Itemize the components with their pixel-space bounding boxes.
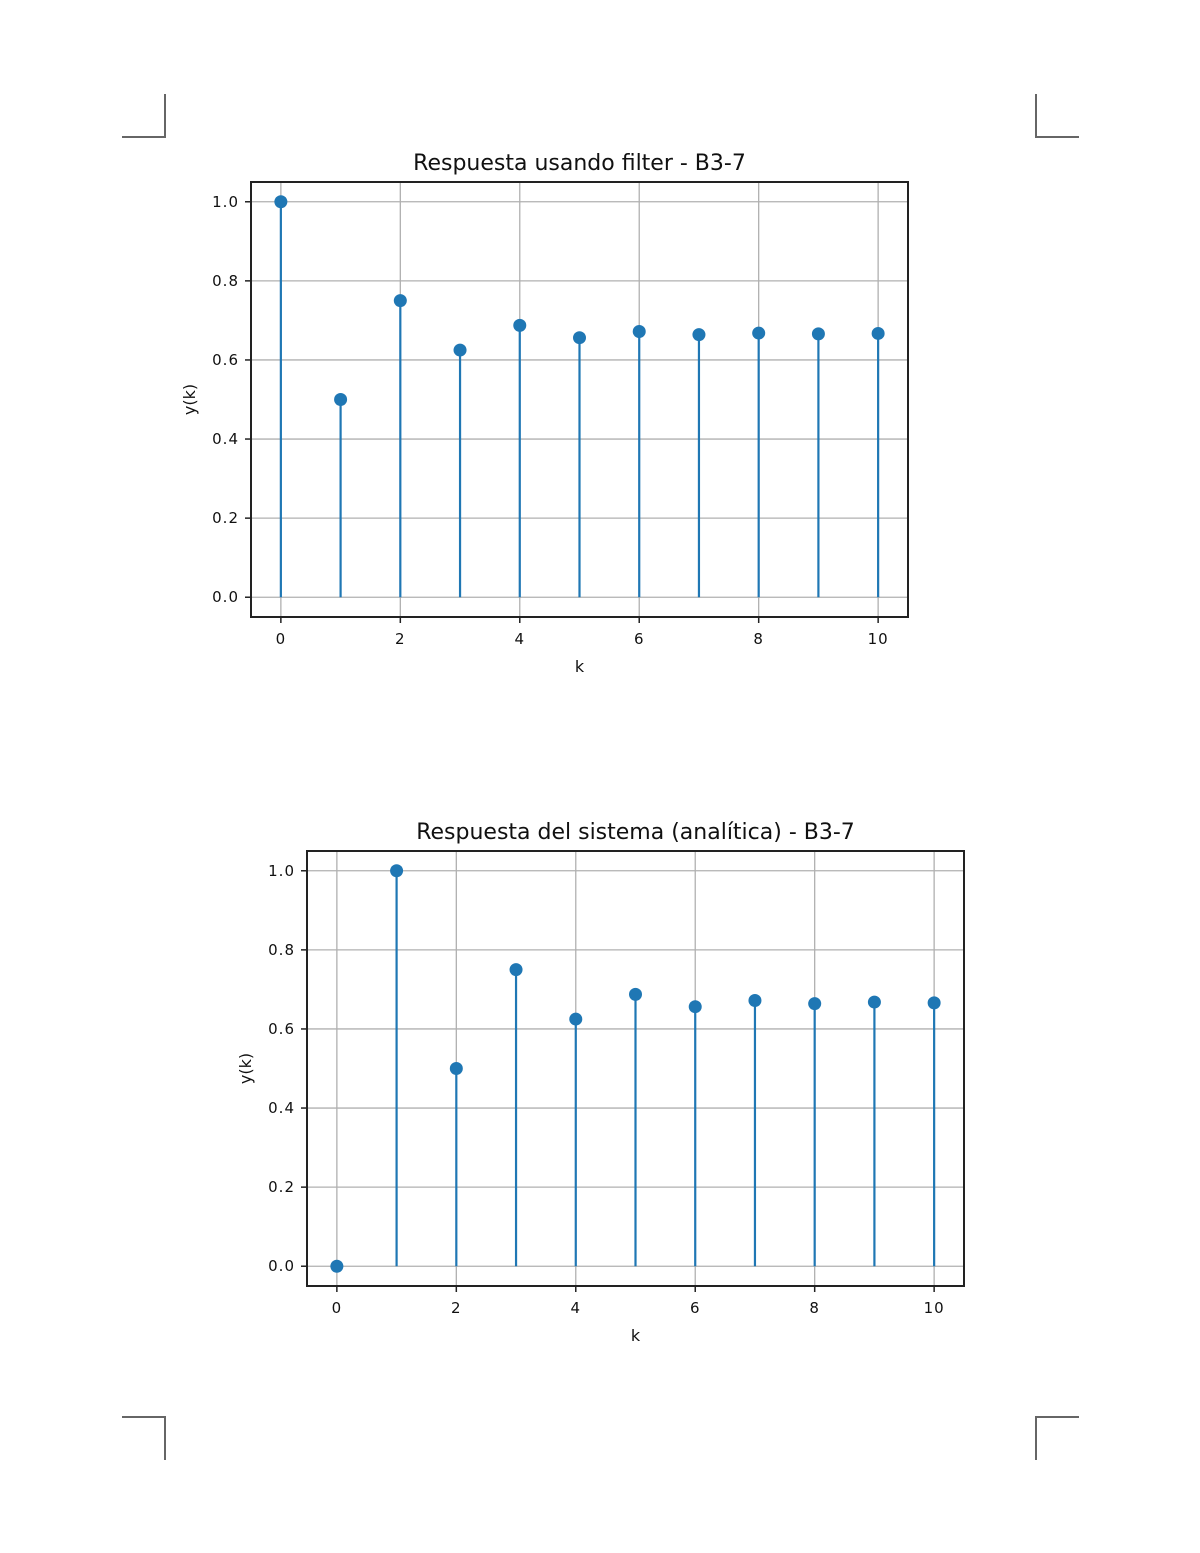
stem-marker bbox=[632, 325, 646, 339]
stem-marker bbox=[752, 326, 766, 340]
y-tick-label: 0.2 bbox=[212, 509, 239, 527]
stem-marker bbox=[688, 1000, 702, 1014]
stem-marker bbox=[692, 328, 706, 342]
stem-marker bbox=[808, 997, 822, 1011]
stem-marker bbox=[513, 318, 527, 332]
stem-marker bbox=[509, 963, 523, 977]
x-tick-label: 8 bbox=[809, 1299, 820, 1317]
y-tick-label: 0.0 bbox=[212, 588, 239, 606]
stem-marker bbox=[748, 994, 762, 1008]
x-tick-label: 8 bbox=[753, 630, 764, 648]
y-tick-label: 0.6 bbox=[212, 351, 239, 369]
x-tick-label: 4 bbox=[514, 630, 525, 648]
x-axis-label: k bbox=[575, 657, 585, 676]
x-tick-label: 4 bbox=[570, 1299, 581, 1317]
x-tick-label: 6 bbox=[690, 1299, 701, 1317]
stem-marker bbox=[330, 1259, 344, 1273]
stem-marker bbox=[274, 195, 288, 209]
stem-marker bbox=[569, 1012, 583, 1026]
y-tick-label: 1.0 bbox=[268, 862, 295, 880]
chart-1: 0 2 4 6 8 10 0.0 0.2 0.4 0.6 0.8 1.0 Respuesta usand… bbox=[180, 151, 909, 676]
y-tick-label: 0.8 bbox=[212, 272, 239, 290]
y-axis-label: y(k) bbox=[180, 384, 199, 415]
crop-mark-bottom-left bbox=[122, 1416, 166, 1460]
stem-marker bbox=[629, 987, 642, 1001]
x-tick-label: 10 bbox=[868, 630, 889, 648]
x-tick-label: 2 bbox=[395, 630, 406, 648]
chart-title: Respuesta del sistema (analítica) - B3-7 bbox=[416, 820, 855, 845]
y-tick-label: 0.2 bbox=[268, 1178, 295, 1196]
y-tick-label: 0.0 bbox=[268, 1257, 295, 1275]
chart-2: 0 2 4 6 8 10 0.0 0.2 0.4 0.6 0.8 1.0 Respuesta del s… bbox=[236, 820, 965, 1345]
crop-mark-top-right bbox=[1035, 94, 1079, 138]
stem-marker bbox=[453, 343, 467, 357]
crop-mark-top-left bbox=[122, 94, 166, 138]
stem-marker bbox=[334, 393, 348, 406]
stem-marker bbox=[573, 331, 586, 345]
x-axis-label: k bbox=[631, 1326, 641, 1345]
x-tick-label: 6 bbox=[634, 630, 645, 648]
stem-marker bbox=[811, 327, 825, 341]
x-tick-label: 2 bbox=[451, 1299, 462, 1317]
plot-frame bbox=[250, 181, 909, 618]
chart-title: Respuesta usando filter - B3-7 bbox=[413, 151, 746, 176]
x-tick-label: 10 bbox=[924, 1299, 945, 1317]
stem-marker bbox=[867, 995, 881, 1009]
stem-marker bbox=[390, 864, 404, 878]
x-tick-label: 0 bbox=[332, 1299, 343, 1317]
y-tick-label: 0.6 bbox=[268, 1020, 295, 1038]
stem-marker bbox=[927, 996, 941, 1010]
x-tick-label: 0 bbox=[276, 630, 287, 648]
stem-marker bbox=[393, 294, 407, 308]
y-tick-label: 1.0 bbox=[212, 193, 239, 211]
stem-marker bbox=[871, 326, 885, 340]
y-tick-label: 0.4 bbox=[268, 1099, 295, 1117]
y-axis-label: y(k) bbox=[236, 1053, 255, 1084]
stem-marker bbox=[449, 1062, 463, 1075]
y-tick-label: 0.8 bbox=[268, 941, 295, 959]
crop-mark-bottom-right bbox=[1035, 1416, 1079, 1460]
y-tick-label: 0.4 bbox=[212, 430, 239, 448]
plot-frame bbox=[306, 850, 965, 1287]
